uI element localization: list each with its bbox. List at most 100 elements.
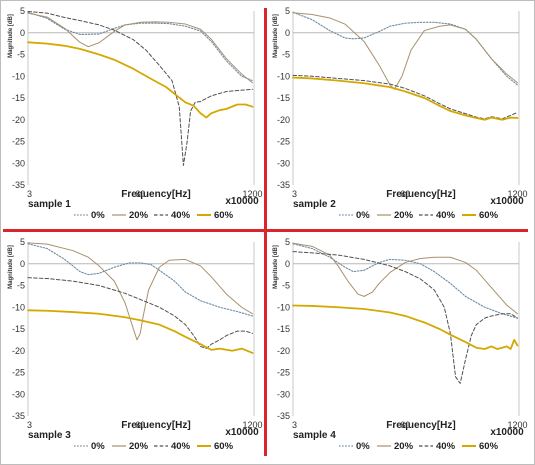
y-tick-label: -35 bbox=[12, 180, 25, 190]
y-tick-label: -15 bbox=[277, 324, 290, 334]
series-line-40pct bbox=[27, 277, 253, 350]
x-tick-label: 3 bbox=[27, 189, 32, 199]
y-tick-label: -5 bbox=[282, 281, 290, 291]
series-line-40pct bbox=[292, 251, 518, 384]
legend-item-0pct: 0% bbox=[74, 441, 105, 452]
y-tick-label: -25 bbox=[12, 137, 25, 147]
legend-item-20pct: 20% bbox=[112, 441, 149, 452]
y-tick-label: -5 bbox=[17, 281, 25, 291]
red-vertical-divider bbox=[264, 8, 267, 456]
legend-label: 60% bbox=[214, 441, 234, 452]
x-tick-label: 1200 bbox=[242, 420, 262, 430]
series-line-0pct bbox=[27, 11, 254, 82]
chart-sample-4: Magnitude [dB] Frequency[Hz] x10000 samp… bbox=[273, 237, 527, 452]
y-tick-label: -5 bbox=[17, 50, 25, 60]
series-line-40pct bbox=[27, 10, 253, 166]
legend-label: 0% bbox=[91, 210, 105, 221]
series-line-60pct bbox=[27, 41, 254, 119]
legend-item-20pct: 20% bbox=[377, 441, 414, 452]
y-tick-label: -25 bbox=[277, 137, 290, 147]
y-tick-label: -35 bbox=[277, 411, 290, 421]
x-axis-unit: x10000 bbox=[490, 196, 524, 207]
sample-label: sample 4 bbox=[293, 430, 336, 441]
x-tick-label: 1200 bbox=[507, 420, 527, 430]
y-tick-label: -10 bbox=[277, 71, 290, 81]
chart-sample-3: Magnitude [dB] Frequency[Hz] x10000 samp… bbox=[8, 237, 262, 452]
x-tick-label: 3 bbox=[292, 420, 297, 430]
x-axis-label: Frequency[Hz] bbox=[121, 420, 190, 431]
x-tick-label: 60 bbox=[400, 420, 410, 430]
y-tick-label: -15 bbox=[12, 93, 25, 103]
sample-label: sample 2 bbox=[293, 199, 336, 210]
legend-label: 0% bbox=[91, 441, 105, 452]
series-line-0pct bbox=[292, 243, 519, 319]
legend-item-0pct: 0% bbox=[74, 210, 105, 221]
series-line-20pct bbox=[292, 12, 518, 90]
y-tick-label: 0 bbox=[285, 28, 290, 38]
legend-item-60pct: 60% bbox=[197, 441, 234, 452]
y-tick-label: 0 bbox=[20, 259, 25, 269]
y-tick-label: -35 bbox=[277, 180, 290, 190]
y-tick-label: -15 bbox=[277, 93, 290, 103]
y-tick-label: -20 bbox=[12, 115, 25, 125]
y-tick-label: -30 bbox=[12, 389, 25, 399]
series-line-60pct bbox=[27, 309, 254, 354]
series-line-20pct bbox=[27, 242, 253, 341]
legend-label: 0% bbox=[356, 441, 370, 452]
chart-sample-2: Magnitude [dB] Frequency[Hz] x10000 samp… bbox=[273, 6, 527, 221]
legend-item-60pct: 60% bbox=[197, 210, 234, 221]
y-tick-label: -25 bbox=[12, 368, 25, 378]
x-axis-label: Frequency[Hz] bbox=[121, 189, 190, 200]
legend-label: 0% bbox=[356, 210, 370, 221]
x-axis-unit: x10000 bbox=[490, 427, 524, 438]
y-tick-label: -30 bbox=[277, 389, 290, 399]
y-tick-label: -30 bbox=[12, 158, 25, 168]
x-tick-label: 1200 bbox=[242, 189, 262, 199]
y-tick-label: -30 bbox=[277, 158, 290, 168]
x-axis-label: Frequency[Hz] bbox=[386, 189, 455, 200]
y-tick-label: 5 bbox=[20, 237, 25, 247]
legend-item-60pct: 60% bbox=[462, 441, 499, 452]
series-line-60pct bbox=[292, 76, 519, 121]
y-tick-label: 0 bbox=[20, 28, 25, 38]
legend-item-40pct: 40% bbox=[154, 441, 191, 452]
x-tick-label: 60 bbox=[400, 189, 410, 199]
legend-label: 40% bbox=[436, 210, 456, 221]
series-line-20pct bbox=[292, 242, 518, 315]
legend-label: 40% bbox=[171, 441, 191, 452]
legend-label: 20% bbox=[394, 210, 414, 221]
x-tick-label: 1200 bbox=[507, 189, 527, 199]
y-tick-label: -25 bbox=[277, 368, 290, 378]
x-axis-unit: x10000 bbox=[225, 427, 259, 438]
y-tick-label: -5 bbox=[282, 50, 290, 60]
x-axis-label: Frequency[Hz] bbox=[386, 420, 455, 431]
legend-item-0pct: 0% bbox=[339, 210, 370, 221]
legend-item-60pct: 60% bbox=[462, 210, 499, 221]
x-tick-label: 3 bbox=[292, 189, 297, 199]
legend-label: 60% bbox=[479, 210, 499, 221]
series-line-20pct bbox=[27, 12, 253, 84]
x-tick-label: 60 bbox=[135, 420, 145, 430]
legend-item-20pct: 20% bbox=[377, 210, 414, 221]
y-tick-label: -20 bbox=[277, 115, 290, 125]
x-tick-label: 60 bbox=[135, 189, 145, 199]
y-axis-label: Magnitude [dB] bbox=[273, 14, 279, 58]
legend-label: 20% bbox=[394, 441, 414, 452]
legend-item-40pct: 40% bbox=[419, 210, 456, 221]
red-horizontal-divider bbox=[3, 229, 528, 232]
y-axis-label: Magnitude [dB] bbox=[8, 245, 14, 289]
y-tick-label: 5 bbox=[285, 237, 290, 247]
legend-item-40pct: 40% bbox=[154, 210, 191, 221]
legend-label: 20% bbox=[129, 210, 149, 221]
x-axis-unit: x10000 bbox=[225, 196, 259, 207]
sample-label: sample 1 bbox=[28, 199, 71, 210]
legend-label: 40% bbox=[436, 441, 456, 452]
y-axis-label: Magnitude [dB] bbox=[273, 245, 279, 289]
y-tick-label: -10 bbox=[12, 302, 25, 312]
chart-sample-1: Magnitude [dB] Frequency[Hz] x10000 samp… bbox=[8, 6, 262, 221]
y-axis-label: Magnitude [dB] bbox=[8, 14, 14, 58]
y-tick-label: -20 bbox=[277, 346, 290, 356]
legend-item-0pct: 0% bbox=[339, 441, 370, 452]
series-line-40pct bbox=[292, 74, 518, 120]
